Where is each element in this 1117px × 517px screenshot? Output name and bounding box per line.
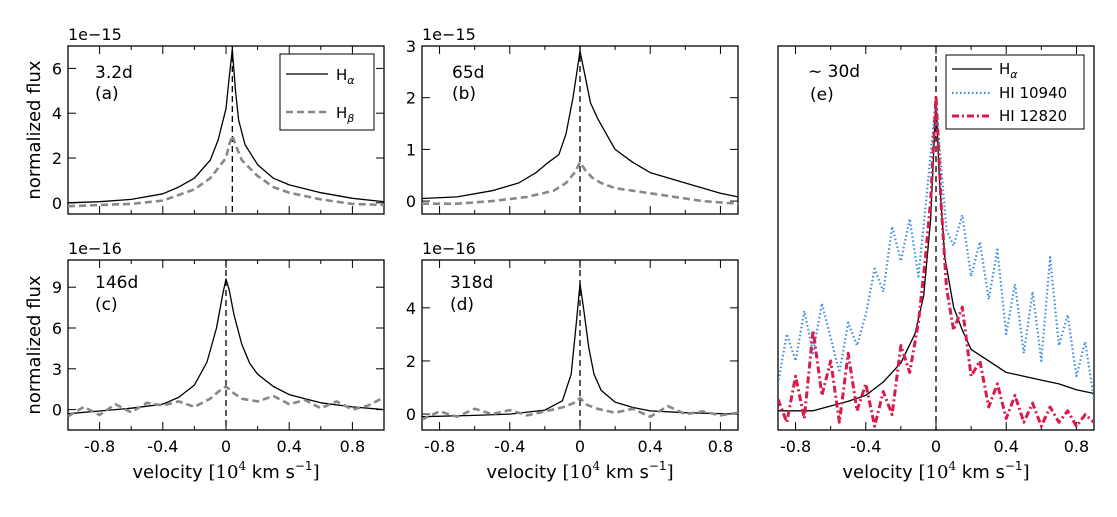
plot-layer: 0 2 4 6 0 1 2 3 -0.8 -0.4 0 0.4 0.8 0 3 6 9 -0.8 -0.4 0 0.4 0…: [52, 37, 1094, 456]
panel-e-plot: -0.8 -0.4 0 0.4 0.8: [778, 46, 1094, 456]
legend-e-hi10940-label: HI 10940: [999, 84, 1067, 102]
legend-ab: Hα Hβ: [279, 53, 375, 131]
panel-a-scale-label: 1e−15: [68, 25, 122, 44]
panel-e-label: (e): [810, 85, 834, 105]
panel-b-series-h: [422, 50, 738, 200]
xlabel-right: velocity [104 km s−1]: [842, 459, 1029, 483]
panel-d-series-h: [422, 283, 738, 418]
panel-e-xtick-label: 0: [931, 437, 941, 456]
panel-c-plot: -0.8 -0.4 0 0.4 0.8 0 3 6 9: [52, 260, 385, 456]
panel-c-ytick-label: 0: [52, 401, 62, 420]
panel-b-scale-label: 1e−15: [422, 25, 476, 44]
panel-e-xtick-label: -0.8: [780, 437, 811, 456]
panel-c-ytick-label: 3: [52, 360, 62, 379]
panel-d-xtick-label: -0.8: [424, 437, 455, 456]
legend-e-halpha-label: Hα: [999, 60, 1018, 81]
xlabel-middle: velocity [104 km s−1]: [486, 459, 673, 483]
panel-a: 1e−15 3.2d (a) Hα Hβ: [67, 25, 385, 215]
panel-a-label: (a): [95, 84, 119, 104]
panel-c-series-h: [68, 278, 384, 415]
legend-ab-box: [279, 53, 375, 131]
panel-a-series-h: [68, 134, 384, 208]
legend-ab-hbeta-label: Hβ: [336, 104, 354, 125]
panel-c-label: (c): [95, 295, 118, 315]
panel-b-plot: 0 1 2 3: [406, 37, 738, 214]
panel-c-scale-label: 1e−16: [68, 239, 122, 258]
legend-e-hi12820-label: HI 12820: [999, 107, 1067, 125]
panel-c-ytick-label: 6: [52, 319, 62, 338]
panel-d-series-h: [422, 396, 738, 421]
panel-e-xtick-label: 0.8: [1064, 437, 1089, 456]
panel-d-scale-label: 1e−16: [422, 239, 476, 258]
panel-a-ytick-label: 2: [52, 149, 62, 168]
panel-d-plot: -0.8 -0.4 0 0.4 0.8 0 2 4: [406, 260, 738, 456]
panel-d-ytick-label: 0: [406, 405, 416, 424]
panel-d-xtick-label: 0.4: [637, 437, 662, 456]
panel-a-epoch: 3.2d: [95, 63, 133, 83]
panel-d-label: (d): [450, 295, 474, 315]
panel-a-ytick-label: 0: [52, 194, 62, 213]
panel-e: ∼ 30d (e) Hα HI 10940 HI 12820: [777, 45, 1095, 431]
panel-b-ytick-label: 1: [406, 140, 416, 159]
panel-d-xtick-label: -0.4: [494, 437, 525, 456]
legend-e: Hα HI 10940 HI 12820: [945, 54, 1085, 130]
xlabel-left: velocity [104 km s−1]: [132, 459, 319, 483]
legend-ab-halpha-label: Hα: [336, 66, 355, 87]
panel-b-ytick-label: 3: [406, 37, 416, 56]
panel-e-xtick-label: -0.4: [850, 437, 881, 456]
panel-d-ytick-label: 4: [406, 299, 416, 318]
panel-c-xtick-label: -0.8: [84, 437, 115, 456]
panel-b-epoch: 65d: [452, 63, 484, 83]
panel-b-ytick-label: 2: [406, 89, 416, 108]
panel-d-ytick-label: 2: [406, 352, 416, 371]
panel-c-series-h: [68, 385, 384, 418]
panel-a-plot: 0 2 4 6: [52, 46, 385, 214]
ylabel-top: normalized flux: [24, 60, 45, 199]
panel-d-xtick-label: 0: [575, 437, 585, 456]
panel-c-xtick-label: -0.4: [147, 437, 178, 456]
panel-a-series-h: [68, 48, 384, 204]
panel-c-xtick-label: 0.4: [276, 437, 301, 456]
panel-e-series-hi12820: [778, 94, 1094, 428]
panel-e-xtick-label: 0.4: [993, 437, 1018, 456]
panel-e-epoch: ∼ 30d: [808, 62, 860, 82]
panel-d-xtick-label: 0.8: [708, 437, 733, 456]
panel-c-ytick-label: 9: [52, 278, 62, 297]
panel-a-ytick-label: 4: [52, 104, 62, 123]
panel-b-label: (b): [452, 84, 476, 104]
panel-c-xtick-label: 0: [221, 437, 231, 456]
panel-b-ytick-label: 0: [406, 192, 416, 211]
panel-a-ytick-label: 6: [52, 59, 62, 78]
panel-d-epoch: 318d: [450, 273, 493, 293]
panel-b-series-h: [422, 161, 738, 205]
panel-c-xtick-label: 0.8: [340, 437, 365, 456]
panel-c-epoch: 146d: [95, 273, 138, 293]
ylabel-bottom: normalized flux: [24, 275, 45, 414]
